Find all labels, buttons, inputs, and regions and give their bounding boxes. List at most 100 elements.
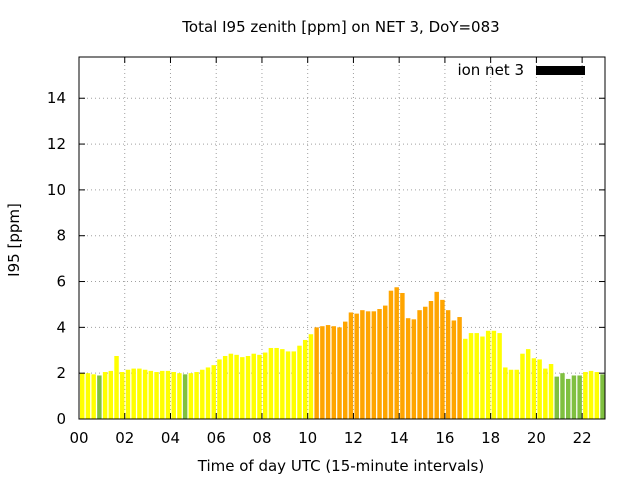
bar [434,291,439,419]
y-tick-label: 2 [56,364,66,382]
bar [171,372,176,419]
x-tick-label: 04 [161,429,180,447]
bar [331,326,337,419]
bar [571,375,577,419]
bar [525,349,531,419]
bar [80,373,85,419]
legend-label: ion net 3 [457,61,524,79]
bar [137,368,142,419]
x-tick-label: 12 [344,429,363,447]
y-tick-label: 10 [47,181,66,199]
bar [600,374,605,419]
bar [205,367,211,419]
bar [297,345,302,419]
x-tick-label: 10 [298,429,317,447]
bar [577,375,582,419]
bar [480,336,485,419]
bar [537,359,542,419]
bar [251,353,256,419]
plot-frame [78,56,606,420]
bar [234,354,239,419]
bar [257,354,262,419]
bar [360,310,365,419]
x-tick-label: 08 [252,429,271,447]
bar [463,338,468,419]
bar [285,351,291,419]
bar [543,368,548,419]
y-tick-label: 12 [47,135,66,153]
bar [491,330,497,419]
bar [120,372,125,419]
y-axis-label: I95 [ppm] [5,203,23,277]
x-tick-label: 18 [481,429,500,447]
bar [405,318,411,419]
legend: ion net 3 [457,61,585,79]
legend-swatch [536,66,585,75]
bar [560,373,565,419]
bar [394,287,399,419]
bar [314,327,319,419]
x-tick-label: 16 [435,429,454,447]
bar [377,309,382,419]
bar [417,310,422,419]
bar [154,372,159,419]
bar [182,374,188,419]
bar [228,353,234,419]
bar [514,369,519,419]
bar [503,367,508,419]
bar [343,321,348,419]
bar [548,364,554,419]
y-tick-label: 0 [56,410,66,428]
bar [485,330,491,419]
x-tick-label: 06 [207,429,226,447]
bar [440,299,445,419]
bar [160,370,165,419]
x-axis-label: Time of day UTC (15-minute intervals) [197,457,484,475]
bar [217,359,222,419]
bar [291,351,297,419]
x-tick-label: 00 [69,429,88,447]
bar [85,373,91,419]
bar [148,370,154,419]
bar [194,372,199,419]
bar [268,347,274,419]
x-tick-label: 14 [390,429,409,447]
bar [423,306,428,419]
bar [320,326,325,419]
bar [474,333,479,419]
bar [508,369,514,419]
bar [354,313,359,419]
bar [554,376,560,419]
bar [583,372,588,419]
bar [200,369,205,419]
bar [262,352,268,419]
bar [365,311,371,419]
bar [114,355,119,419]
chart-title: Total I95 zenith [ppm] on NET 3, DoY=083 [181,18,499,36]
x-tick-label: 20 [527,429,546,447]
y-tick-label: 4 [56,318,66,336]
bar [400,292,405,419]
bar [588,370,594,419]
bar [497,333,502,419]
bar [428,301,434,419]
bar [594,372,600,419]
bar [165,370,171,419]
x-tick-label: 02 [115,429,134,447]
bar [445,310,451,419]
bar [280,349,285,419]
bar [388,290,394,419]
bar [348,312,354,419]
bar [274,347,279,419]
bar [91,374,96,419]
bar [102,372,108,419]
bar [240,357,245,419]
x-tick-label: 22 [573,429,592,447]
grid-lines [79,57,605,419]
bar [108,370,114,419]
bar [457,317,462,419]
bar [131,368,136,419]
bar [177,373,182,419]
